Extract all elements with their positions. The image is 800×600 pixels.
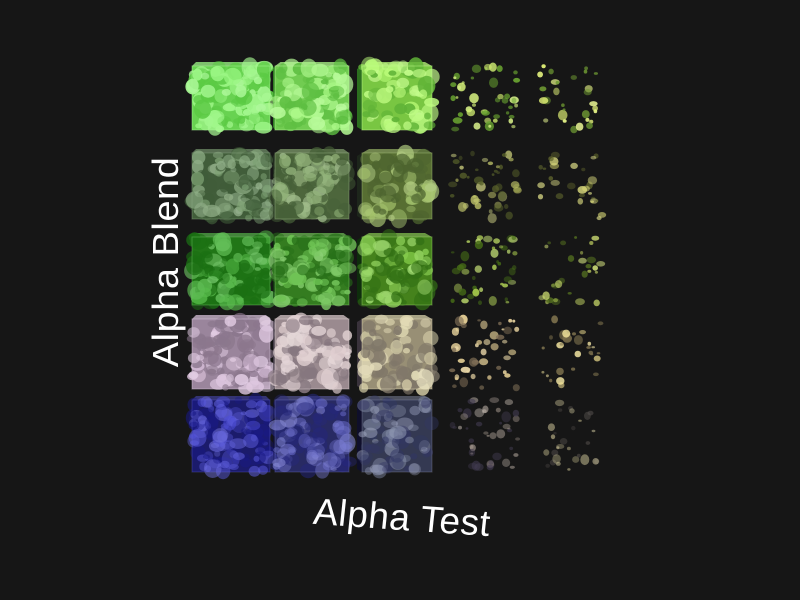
cube-r4-c2 <box>267 312 353 394</box>
cube-r5-c4 <box>449 397 521 471</box>
cube-r2-c4 <box>448 150 522 224</box>
cube-r2-c5 <box>537 151 607 221</box>
cube-r1-c2 <box>268 58 354 136</box>
cube-r3-c1 <box>184 230 278 311</box>
cube-r3-c2 <box>268 232 357 311</box>
cube-r5-c5 <box>543 399 600 471</box>
cube-r3-c4 <box>450 234 518 306</box>
cube-r1-c5 <box>537 64 599 134</box>
cube-r2-c2 <box>268 146 356 224</box>
cube-r5-c2 <box>267 393 357 479</box>
cube-r3-c5 <box>538 235 606 307</box>
cube-r4-c5 <box>541 315 604 389</box>
cube-r1-c3 <box>357 56 440 134</box>
cube-r5-c3 <box>356 395 439 479</box>
cube-r4-c3 <box>357 314 440 396</box>
cube-r1-c4 <box>450 62 521 132</box>
cube-r5-c1 <box>185 392 278 480</box>
cube-r2-c3 <box>357 144 440 229</box>
cube-r4-c4 <box>449 314 520 392</box>
cube-r1-c1 <box>185 57 276 136</box>
cube-r2-c1 <box>184 147 278 225</box>
cube-r3-c3 <box>357 229 438 311</box>
alpha-blend-label: Alpha Blend <box>146 156 187 368</box>
cube-r4-c1 <box>186 312 278 395</box>
